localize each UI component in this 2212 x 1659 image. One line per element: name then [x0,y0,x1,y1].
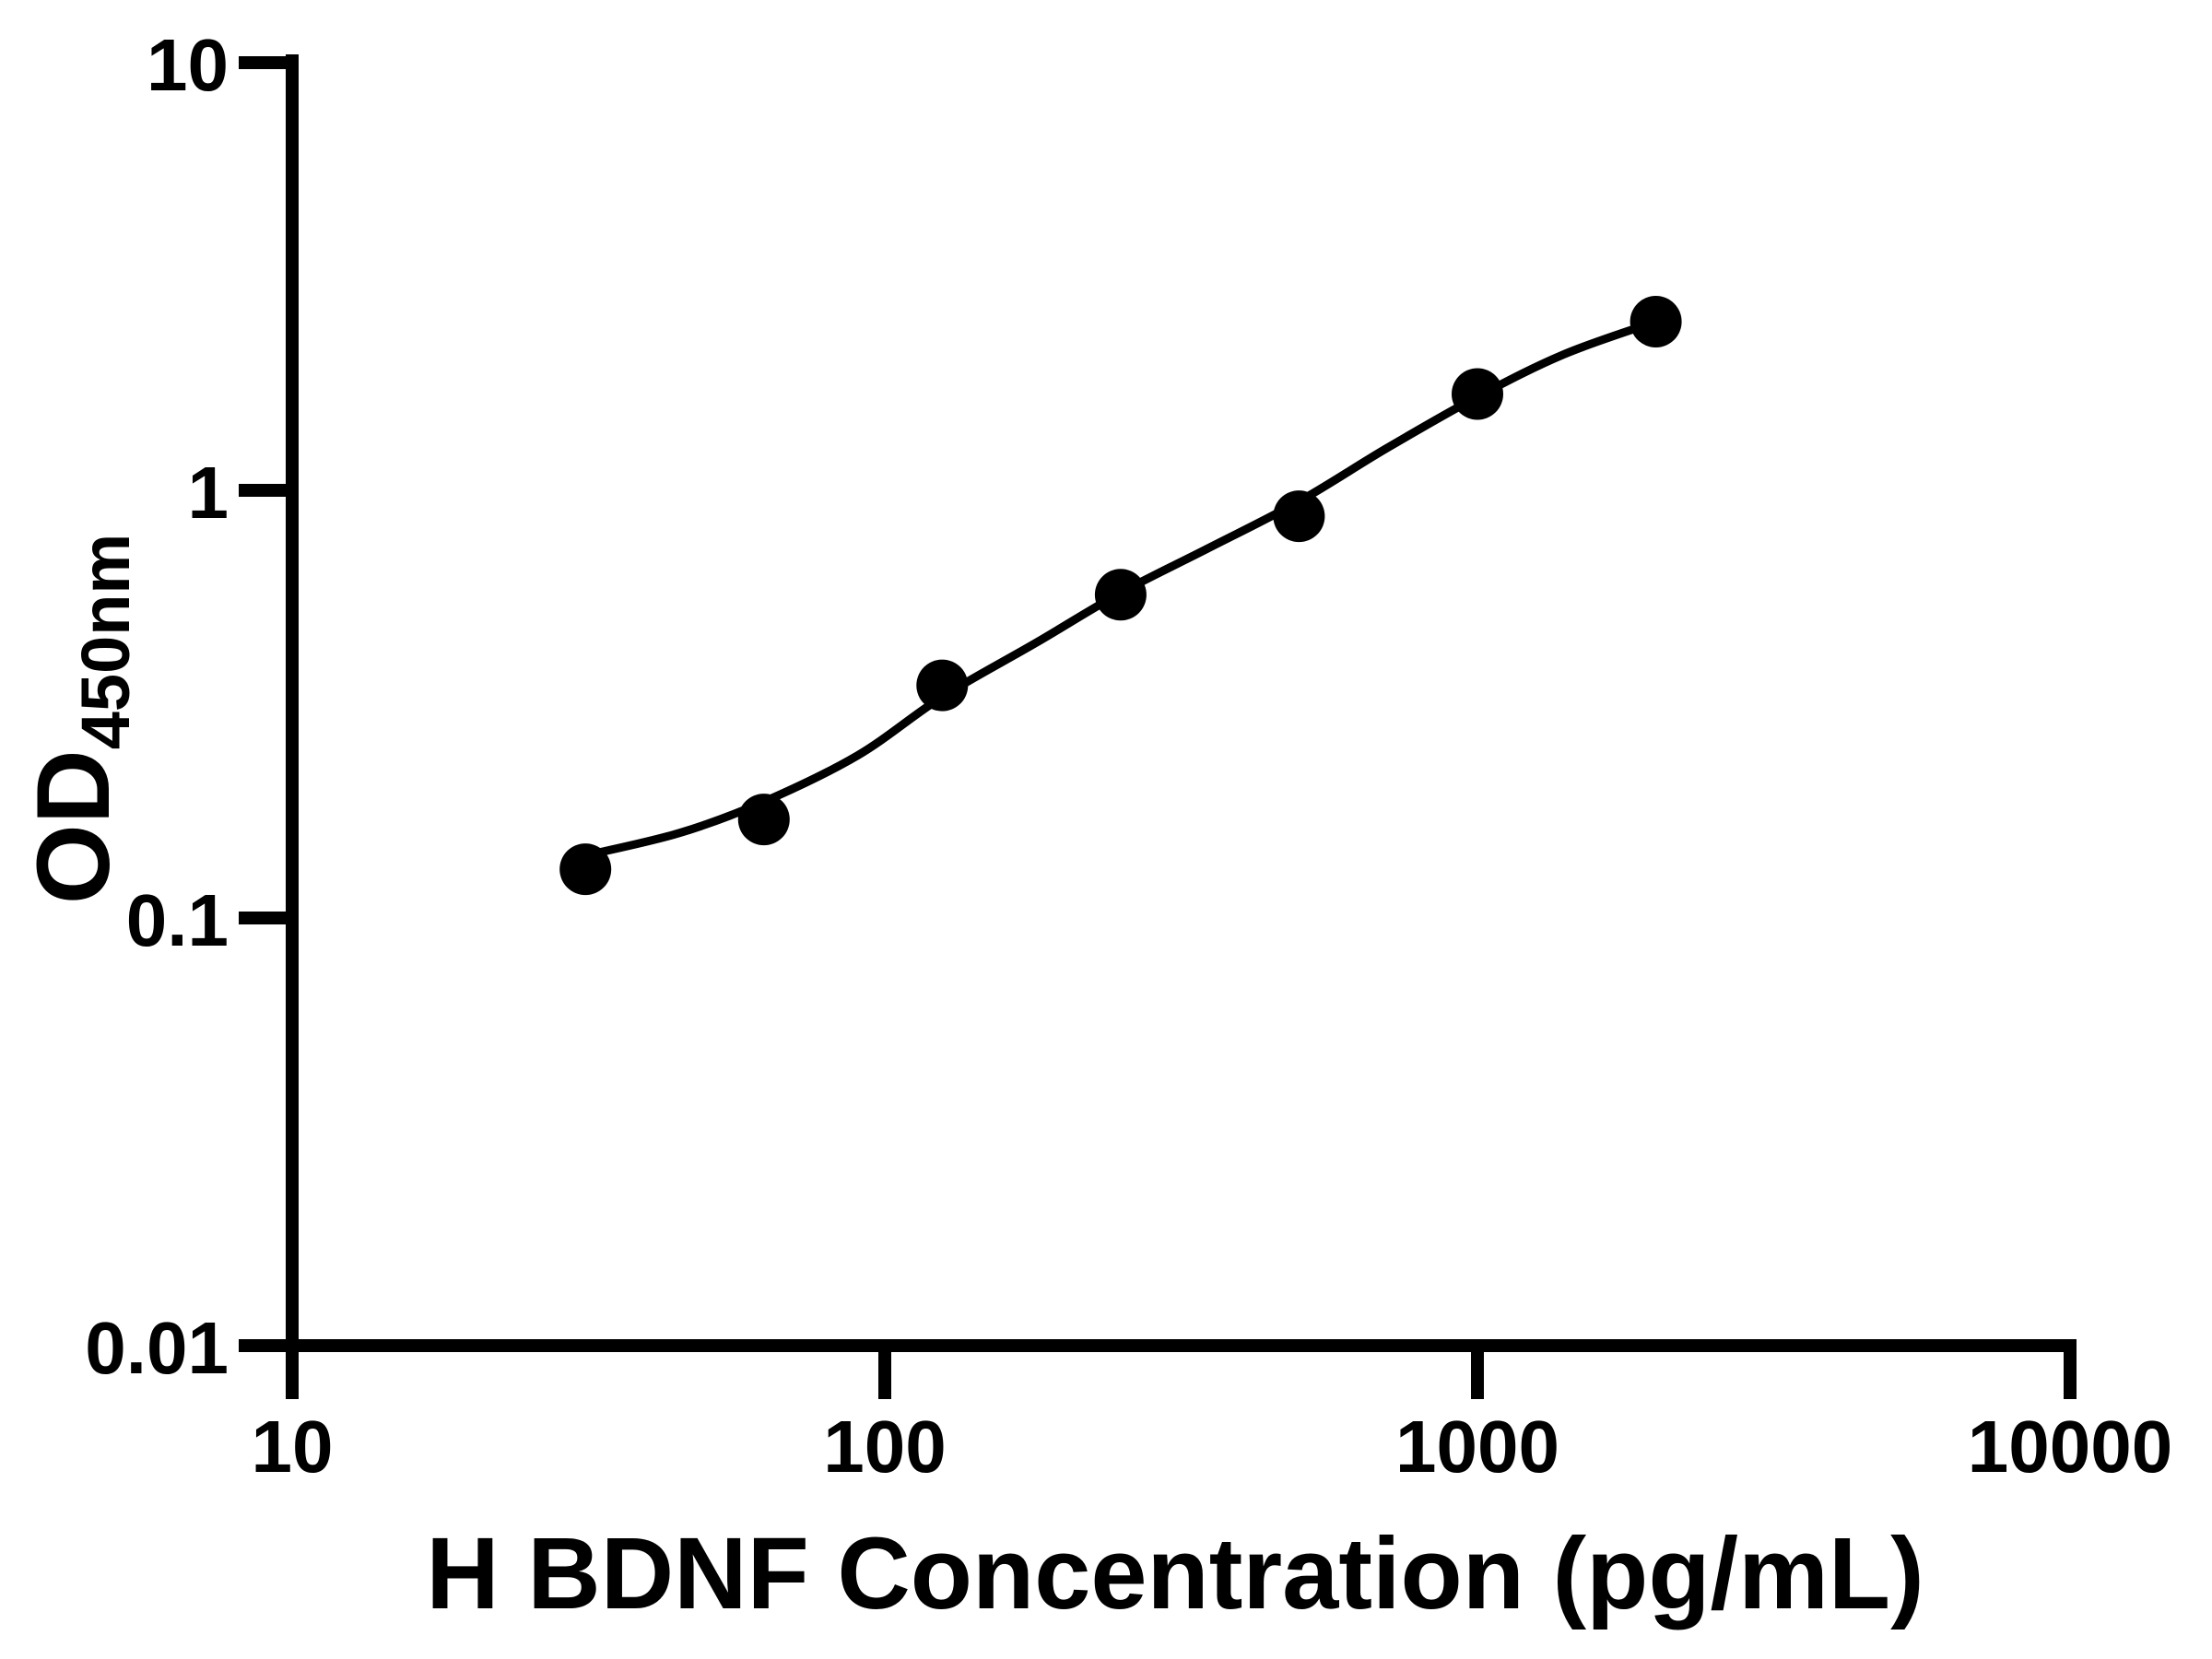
x-tick-label: 10 [252,1406,334,1488]
data-point [1094,569,1147,621]
data-point [737,794,790,846]
x-tick-label: 10000 [1968,1406,2172,1488]
y-axis-title-subscript: 450nm [67,534,144,749]
data-point [1452,368,1503,420]
axes [239,54,2077,1399]
data-point [1630,296,1682,347]
y-tick-label: 0.01 [85,1307,229,1389]
y-axis-title-main: OD [16,749,131,904]
data-point [916,659,969,712]
data-point [1273,490,1325,543]
x-tick-label: 100 [823,1406,946,1488]
y-tick-label: 10 [147,24,229,106]
y-tick-label: 1 [188,452,229,534]
data-points [559,296,1682,896]
x-tick-label: 1000 [1395,1406,1559,1488]
x-axis-title: H BDNF Concentration (pg/mL) [426,1517,1924,1630]
y-axis-title: OD450nm [16,534,144,904]
y-tick-label: 0.1 [126,879,229,961]
data-point [559,843,612,896]
tick-labels: 10 100 1000 10000 10 1 0.1 0.01 [85,24,2172,1488]
